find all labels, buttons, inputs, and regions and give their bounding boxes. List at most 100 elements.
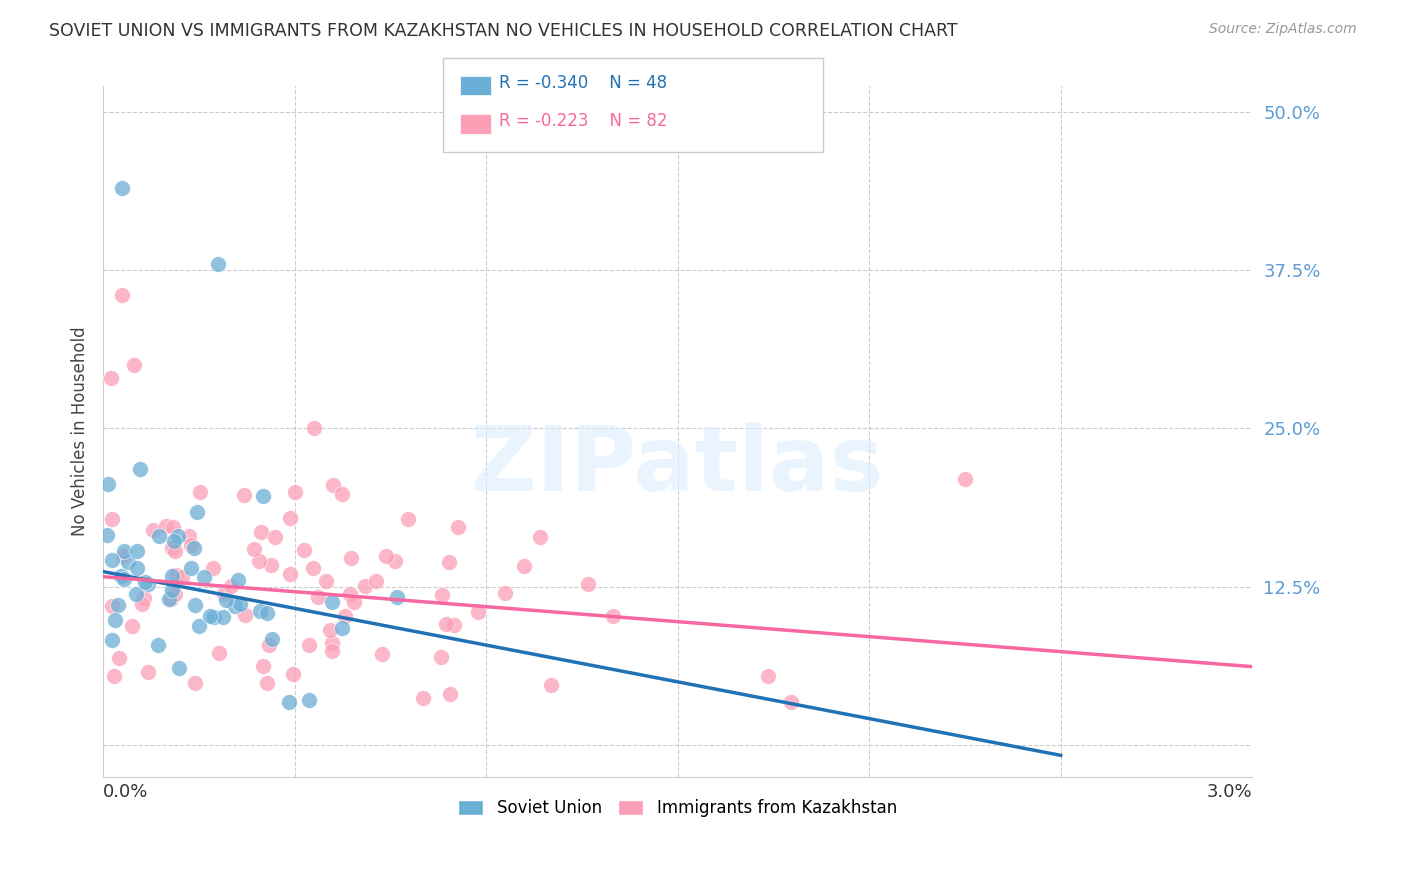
Point — [280, 511, 302, 525]
Point — [132, 591, 155, 606]
Point — [252, 659, 274, 673]
Point — [412, 691, 434, 706]
Point — [467, 605, 489, 619]
Point — [315, 574, 337, 589]
Point — [155, 519, 177, 533]
Point — [301, 561, 323, 575]
Point — [307, 591, 329, 605]
Point — [165, 587, 187, 601]
Point — [292, 543, 315, 558]
Point — [103, 669, 125, 683]
Point — [284, 484, 307, 499]
Point — [117, 556, 139, 570]
Point — [437, 555, 460, 569]
Point — [318, 624, 340, 638]
Point — [200, 608, 222, 623]
Point — [111, 180, 134, 194]
Point — [100, 512, 122, 526]
Point — [207, 646, 229, 660]
Point — [184, 599, 207, 613]
Point — [385, 590, 408, 604]
Point — [233, 607, 256, 622]
Point — [180, 561, 202, 575]
Point — [101, 633, 124, 648]
Point — [100, 371, 122, 385]
Point — [146, 638, 169, 652]
Point — [129, 462, 152, 476]
Point — [134, 574, 156, 589]
Point — [201, 561, 224, 575]
Point — [321, 644, 343, 658]
Point — [136, 576, 159, 591]
Point — [257, 638, 280, 652]
Point — [434, 617, 457, 632]
Point — [160, 541, 183, 555]
Point — [226, 573, 249, 587]
Point — [184, 676, 207, 690]
Point — [121, 619, 143, 633]
Y-axis label: No Vehicles in Household: No Vehicles in Household — [72, 326, 89, 536]
Point — [249, 604, 271, 618]
Point — [207, 257, 229, 271]
Point — [125, 587, 148, 601]
Point — [298, 638, 321, 652]
Point — [157, 592, 180, 607]
Text: 3.0%: 3.0% — [1206, 783, 1253, 801]
Point — [160, 583, 183, 598]
Text: R = -0.223    N = 82: R = -0.223 N = 82 — [499, 112, 668, 130]
Point — [177, 529, 200, 543]
Point — [252, 489, 274, 503]
Point — [167, 529, 190, 543]
Point — [512, 559, 534, 574]
Point — [366, 574, 388, 588]
Point — [212, 610, 235, 624]
Point — [432, 588, 454, 602]
Point — [779, 695, 801, 709]
Point — [112, 572, 135, 586]
Point — [343, 595, 366, 609]
Legend: Soviet Union, Immigrants from Kazakhstan: Soviet Union, Immigrants from Kazakhstan — [451, 792, 904, 824]
Point — [430, 649, 453, 664]
Point — [131, 597, 153, 611]
Point — [112, 543, 135, 558]
Point — [439, 687, 461, 701]
Text: SOVIET UNION VS IMMIGRANTS FROM KAZAKHSTAN NO VEHICLES IN HOUSEHOLD CORRELATION : SOVIET UNION VS IMMIGRANTS FROM KAZAKHST… — [49, 22, 957, 40]
Point — [101, 599, 124, 613]
Point — [104, 613, 127, 627]
Point — [162, 520, 184, 534]
Point — [148, 529, 170, 543]
Point — [97, 477, 120, 491]
Point — [278, 695, 301, 709]
Point — [256, 676, 278, 690]
Point — [224, 599, 246, 614]
Point — [229, 598, 252, 612]
Text: R = -0.340    N = 48: R = -0.340 N = 48 — [499, 74, 668, 92]
Point — [202, 609, 225, 624]
Point — [108, 650, 131, 665]
Point — [298, 692, 321, 706]
Point — [111, 288, 134, 302]
Point — [330, 486, 353, 500]
Point — [330, 621, 353, 635]
Point — [247, 554, 270, 568]
Point — [96, 528, 118, 542]
Point — [110, 569, 132, 583]
Point — [384, 554, 406, 568]
Point — [260, 558, 283, 573]
Point — [339, 587, 361, 601]
Point — [262, 632, 284, 647]
Point — [281, 667, 304, 681]
Point — [163, 534, 186, 549]
Point — [602, 608, 624, 623]
Point — [159, 591, 181, 606]
Point — [163, 544, 186, 558]
Text: Source: ZipAtlas.com: Source: ZipAtlas.com — [1209, 22, 1357, 37]
Point — [243, 541, 266, 556]
Point — [214, 593, 236, 607]
Point — [339, 551, 361, 566]
Point — [953, 472, 976, 486]
Point — [321, 594, 343, 608]
Point — [756, 668, 779, 682]
Point — [396, 512, 419, 526]
Point — [165, 568, 187, 582]
